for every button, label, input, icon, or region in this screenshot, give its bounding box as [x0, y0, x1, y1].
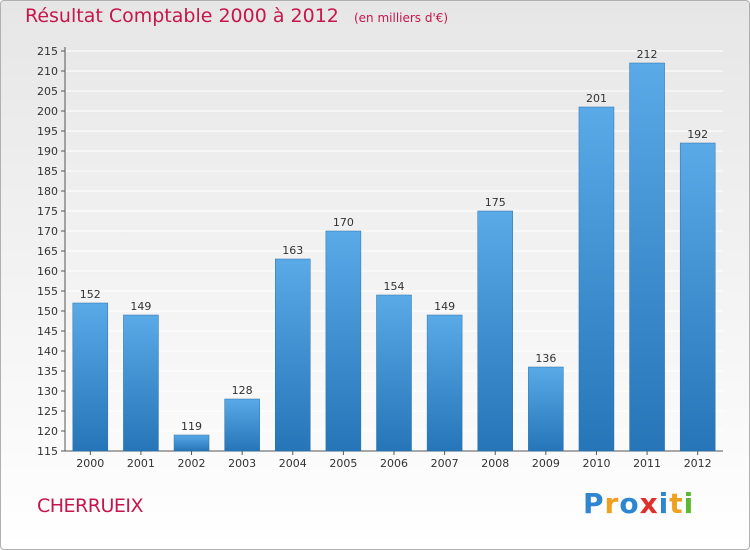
y-tick-label: 180: [37, 185, 58, 198]
y-tick-label: 215: [37, 45, 58, 58]
y-tick-label: 185: [37, 165, 58, 178]
bar-2006: [376, 294, 412, 452]
y-tick-label: 160: [37, 265, 58, 278]
x-tick-label: 2006: [380, 457, 408, 470]
chart-unit: (en milliers d'€): [353, 11, 449, 25]
y-tick-label: 175: [37, 205, 58, 218]
x-tick-label: 2003: [228, 457, 256, 470]
logo-letter: i: [658, 487, 670, 520]
y-tick-label: 200: [37, 105, 58, 118]
bar-value-label: 136: [535, 352, 556, 365]
bar-2009: [528, 366, 564, 452]
y-tick-label: 130: [37, 385, 58, 398]
bar-value-label: 212: [637, 48, 658, 61]
bar-2001: [123, 314, 159, 452]
x-tick-label: 2001: [127, 457, 155, 470]
x-tick-label: 2000: [76, 457, 104, 470]
logo-letter: t: [669, 487, 684, 520]
y-tick-label: 165: [37, 245, 58, 258]
y-tick-label: 210: [37, 65, 58, 78]
bar-2011: [629, 62, 665, 452]
x-tick-label: 2012: [684, 457, 712, 470]
y-tick-label: 155: [37, 285, 58, 298]
y-tick-label: 125: [37, 405, 58, 418]
x-tick-label: 2007: [431, 457, 459, 470]
bar-value-label: 149: [130, 300, 151, 313]
y-tick-label: 170: [37, 225, 58, 238]
bar-value-label: 163: [282, 244, 303, 257]
bar-2008: [477, 210, 513, 452]
proxiti-logo: Proxiti: [583, 487, 694, 520]
bar-2005: [325, 230, 362, 452]
bar-value-label: 119: [181, 420, 202, 433]
y-tick-label: 115: [37, 445, 58, 458]
logo-letter: i: [683, 487, 695, 520]
bar-value-label: 175: [485, 196, 506, 209]
x-tick-label: 2002: [178, 457, 206, 470]
bar-value-label: 192: [687, 128, 708, 141]
bar-value-label: 152: [80, 288, 101, 301]
bar-2012: [679, 142, 716, 452]
logo-letter: x: [639, 487, 659, 520]
y-tick-label: 140: [37, 345, 58, 358]
y-tick-label: 190: [37, 145, 58, 158]
bar-2007: [426, 314, 463, 452]
logo-letter: o: [619, 487, 640, 520]
y-tick-label: 195: [37, 125, 58, 138]
bar-2000: [72, 302, 109, 452]
chart-title: Résultat Comptable 2000 à 2012: [25, 5, 339, 27]
x-tick-label: 2005: [329, 457, 357, 470]
x-tick-label: 2010: [582, 457, 610, 470]
bar-value-label: 154: [384, 280, 405, 293]
logo-letter: P: [583, 487, 605, 520]
commune-name: CHERRUEIX: [37, 495, 144, 517]
bar-value-label: 128: [232, 384, 253, 397]
bar-value-label: 170: [333, 216, 354, 229]
y-tick-label: 205: [37, 85, 58, 98]
bar-2010: [578, 106, 615, 452]
y-tick-label: 120: [37, 425, 58, 438]
x-tick-label: 2008: [481, 457, 509, 470]
y-tick-label: 145: [37, 325, 58, 338]
bar-value-label: 201: [586, 92, 607, 105]
bar-2003: [224, 398, 260, 452]
x-tick-label: 2009: [532, 457, 560, 470]
bar-value-label: 149: [434, 300, 455, 313]
x-tick-label: 2004: [279, 457, 307, 470]
bar-2004: [275, 258, 311, 452]
x-tick-label: 2011: [633, 457, 661, 470]
y-tick-label: 135: [37, 365, 58, 378]
y-tick-label: 150: [37, 305, 58, 318]
logo-letter: r: [604, 487, 620, 520]
bar-2002: [173, 434, 210, 452]
chart-title-row: Résultat Comptable 2000 à 2012 (en milli…: [25, 5, 448, 27]
